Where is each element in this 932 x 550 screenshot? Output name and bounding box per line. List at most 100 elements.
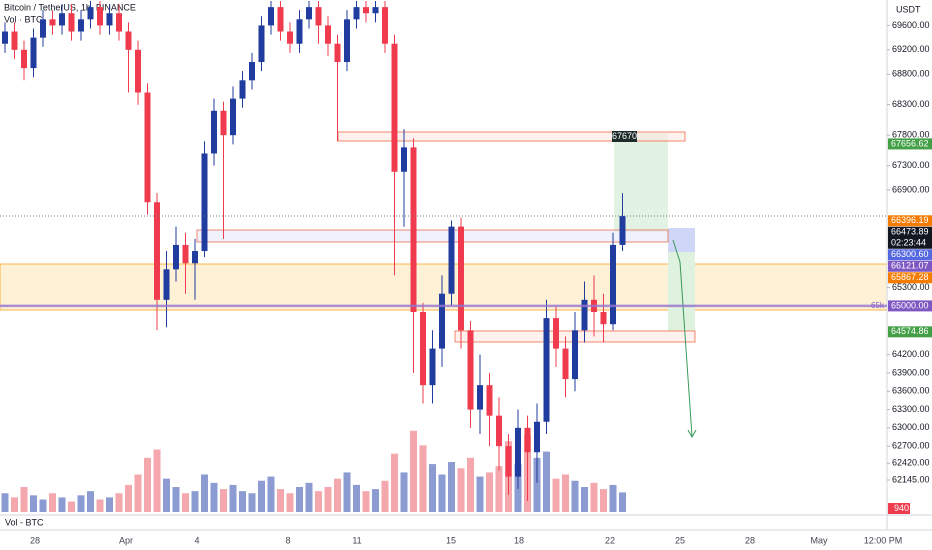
x-tick-label: 11 xyxy=(352,535,361,545)
volume-tag-label: 940 xyxy=(894,503,909,513)
y-tick-label: 67300.00 xyxy=(892,160,930,170)
chart-title: Bitcoin / TetherUS, 1h, BINANCE xyxy=(4,2,136,12)
volume-bar xyxy=(58,497,66,512)
volume-bar xyxy=(619,492,626,512)
volume-bar xyxy=(571,480,579,512)
price-tag xyxy=(888,215,932,227)
candle-body xyxy=(268,7,274,26)
y-tick-label: 63300.00 xyxy=(892,404,930,414)
candle-body xyxy=(87,7,94,20)
volume-bar xyxy=(277,489,284,512)
candle-body xyxy=(334,43,341,63)
volume-bar xyxy=(172,487,180,512)
projection-arrow xyxy=(672,239,693,437)
y-tick-label: 62145.00 xyxy=(892,474,930,484)
price-tag xyxy=(888,138,932,150)
volume-bar xyxy=(201,474,208,512)
price-tag xyxy=(888,260,932,272)
volume-bar xyxy=(372,489,379,512)
candle-body xyxy=(287,31,293,44)
x-tick-label: 4 xyxy=(194,535,199,545)
candle-body xyxy=(201,153,208,252)
candle-body xyxy=(344,19,350,63)
candle-body xyxy=(581,299,588,331)
zone-label: 67670 xyxy=(612,131,637,141)
volume-bar xyxy=(144,457,151,512)
price-tag xyxy=(888,249,932,261)
y-tick-label: 65300.00 xyxy=(892,282,930,292)
y-tick-label: 66900.00 xyxy=(892,184,930,194)
volume-bar xyxy=(609,484,617,512)
candle-body xyxy=(230,98,236,136)
volume-pane-label: Vol - BTC xyxy=(5,517,44,527)
volume-bar xyxy=(248,493,256,512)
candle-body xyxy=(125,31,132,50)
y-tick-label: 62700.00 xyxy=(892,441,930,451)
x-tick-label: 22 xyxy=(605,535,615,545)
candle-body xyxy=(458,226,464,331)
candle-body xyxy=(315,7,322,26)
volume-bar xyxy=(353,484,360,512)
candle-body xyxy=(97,7,103,26)
volume-bar xyxy=(49,493,56,512)
volume-bar xyxy=(229,484,237,512)
candle-body xyxy=(325,25,331,44)
x-tick-label: 28 xyxy=(30,535,40,545)
volume-bar xyxy=(457,468,465,512)
volume-bar xyxy=(410,430,417,512)
y-tick-label: 69600.00 xyxy=(892,20,930,30)
volume-bar xyxy=(476,476,484,512)
volume-bar xyxy=(96,499,104,512)
candle-body xyxy=(154,202,160,300)
price-tag xyxy=(888,326,932,338)
candle-body xyxy=(59,13,65,26)
zone-label-bg xyxy=(612,131,637,142)
candle-body xyxy=(192,251,198,264)
candle-body xyxy=(439,293,445,349)
candle-body xyxy=(296,19,303,44)
price-tag xyxy=(888,300,932,312)
volume-bar xyxy=(495,466,503,512)
plot xyxy=(0,1,887,512)
volume-bar xyxy=(163,478,170,512)
x-tick-label: 12:00 PM xyxy=(864,535,903,545)
candle-body xyxy=(534,421,540,453)
candle-body xyxy=(11,31,18,50)
candle-body xyxy=(477,385,483,410)
volume-bar xyxy=(448,462,455,512)
candle-body xyxy=(182,244,189,264)
candle-body xyxy=(619,216,626,245)
volume-bar xyxy=(106,497,113,512)
price-tag-label: 66121.07 xyxy=(891,261,929,271)
candle-body xyxy=(524,427,531,453)
x-tick-label: 15 xyxy=(446,535,456,545)
candle-body xyxy=(572,330,578,380)
resistance-zone xyxy=(196,229,669,243)
candle-body xyxy=(163,269,170,300)
price-tag-label: 64574.86 xyxy=(891,326,929,336)
volume-bar xyxy=(153,449,161,512)
x-tick-label: 18 xyxy=(514,535,524,545)
candle-body xyxy=(486,385,493,416)
y-tick-label: 64200.00 xyxy=(892,349,930,359)
volume-bar xyxy=(581,487,588,512)
volume-bar xyxy=(134,474,142,512)
volume-bar xyxy=(552,478,560,512)
candle-body xyxy=(353,7,360,20)
volume-bar xyxy=(115,493,123,512)
candle-body xyxy=(211,110,217,154)
y-tick-label: 68300.00 xyxy=(892,99,930,109)
candle-body xyxy=(562,348,569,380)
countdown: 02:23:44 xyxy=(891,238,926,248)
x-tick-label: 28 xyxy=(745,535,755,545)
volume-tag xyxy=(888,503,910,514)
candle-body xyxy=(420,312,426,386)
candle-body xyxy=(543,318,550,422)
candle-body xyxy=(505,446,512,477)
volume-bar xyxy=(11,497,18,512)
volume-bar xyxy=(381,480,389,512)
y-tick-label: 68800.00 xyxy=(892,69,930,79)
volume-bar xyxy=(87,491,94,512)
candle-body xyxy=(68,13,75,32)
price-tag-label: 65867.28 xyxy=(891,272,929,282)
